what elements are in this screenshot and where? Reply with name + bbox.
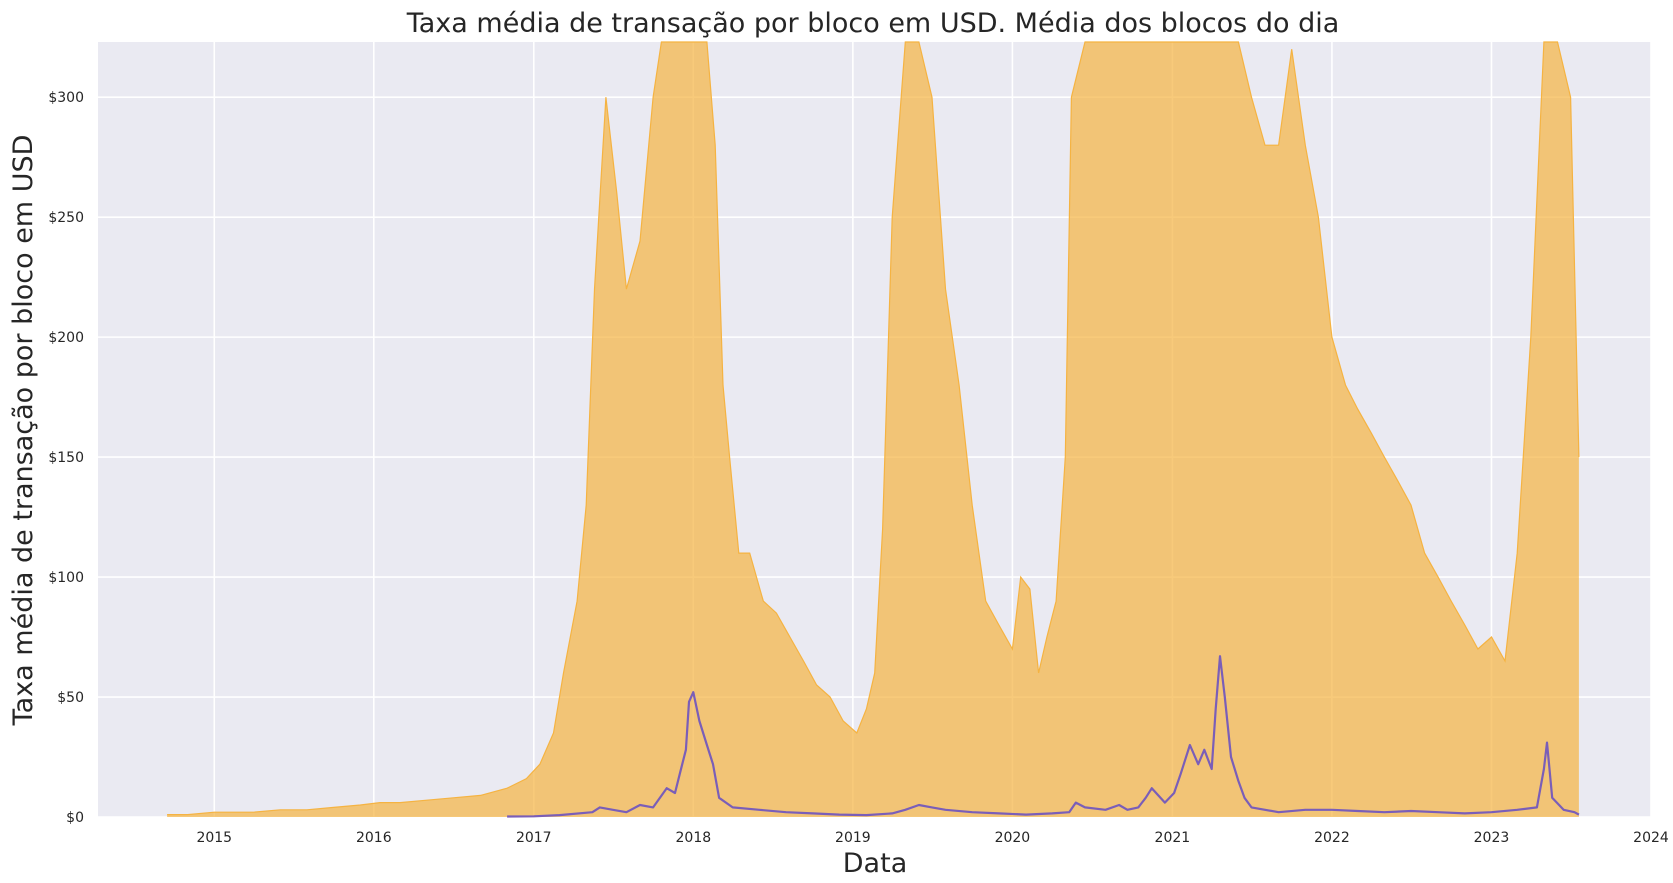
x-tick-label: 2022: [1314, 830, 1350, 846]
series-0-line: [167, 41, 1580, 816]
chart-title: Taxa média de transação por bloco em USD…: [406, 8, 1340, 39]
x-tick-label: 2021: [1155, 830, 1191, 846]
series-1-line: [507, 655, 1580, 818]
y-tick-label: $200: [48, 330, 84, 346]
series-0-area: [167, 42, 1579, 817]
x-tick-label: 2019: [835, 830, 871, 846]
x-tick-label: 2024: [1633, 830, 1669, 846]
x-tick-labels: 2015 2016 2017 2018 2019 2020 2021 2022 2023 2024: [196, 830, 1668, 846]
y-axis-label: Taxa média de transação por bloco em USD: [8, 135, 39, 727]
x-axis-label: Data: [843, 848, 907, 879]
x-tick-label: 2020: [995, 830, 1031, 846]
y-tick-label: $300: [48, 90, 84, 106]
y-tick-label: $100: [48, 570, 84, 586]
y-tick-label: $150: [48, 450, 84, 466]
y-tick-label: $250: [48, 210, 84, 226]
x-tick-label: 2015: [196, 830, 232, 846]
x-tick-label: 2018: [676, 830, 712, 846]
x-tick-label: 2017: [516, 830, 552, 846]
y-tick-labels: $0 $50 $100 $150 $200 $250 $300: [48, 90, 84, 826]
series-layer: [167, 41, 1580, 818]
x-tick-label: 2023: [1474, 830, 1510, 846]
y-tick-label: $50: [57, 690, 84, 706]
y-tick-label: $0: [66, 810, 84, 826]
x-tick-label: 2016: [356, 830, 392, 846]
